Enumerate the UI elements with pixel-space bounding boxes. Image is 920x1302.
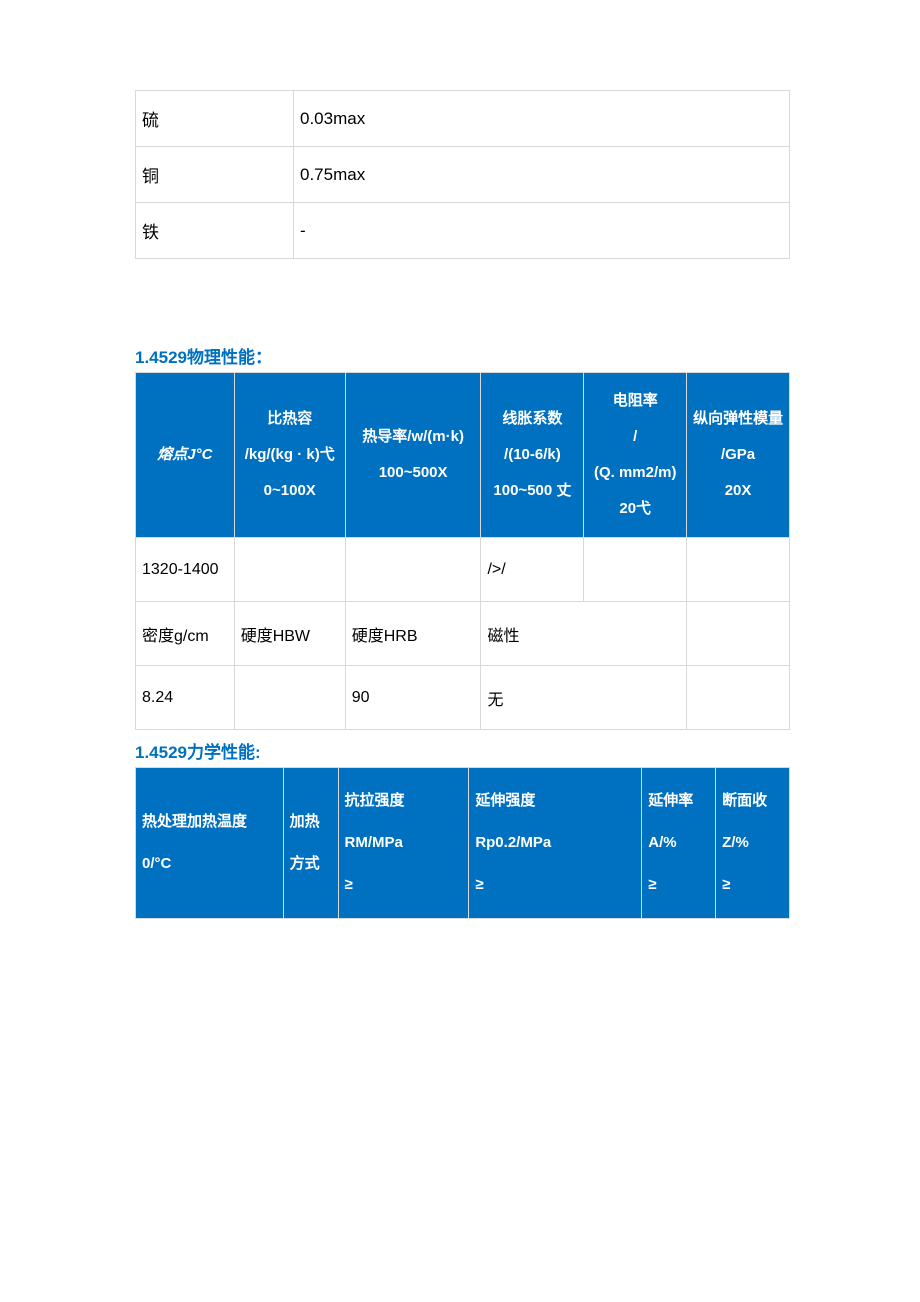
element-value: 0.75max [294,147,790,203]
cell: 硬度HBW [234,602,345,666]
col-yield-strength: 延伸强度 Rp0.2/MPa ≥ [469,768,642,919]
cell: 密度g/cm [136,602,235,666]
composition-table: 硫 0.03max 铜 0.75max 铁 - [135,90,790,259]
col-specific-heat: 比热容 /kg/(kg · k)弋 0~100X [234,373,345,538]
cell: 硬度HRB [345,602,481,666]
cell: />/ [481,538,584,602]
col-linear-expansion: 线胀系数 /(10-6/k) 100~500 丈 [481,373,584,538]
element-value: 0.03max [294,91,790,147]
table-row: 铜 0.75max [136,147,790,203]
cell [234,666,345,730]
col-area-reduction: 断面收 Z/% ≥ [716,768,790,919]
element-value: - [294,203,790,259]
col-tensile-strength: 抗拉强度 RM/MPa ≥ [338,768,469,919]
physical-table: 熔点J°C 比热容 /kg/(kg · k)弋 0~100X 热导率/w/(m·… [135,372,790,730]
col-heat-method: 加热 方式 [283,768,338,919]
cell: 90 [345,666,481,730]
cell [687,602,790,666]
col-elongation: 延伸率 A/% ≥ [642,768,716,919]
cell [687,666,790,730]
cell: 磁性 [481,602,687,666]
cell [687,538,790,602]
mechanical-table: 热处理加热温度 0/°C 加热 方式 抗拉强度 RM/MPa ≥ 延伸强度 Rp… [135,767,790,919]
cell: 8.24 [136,666,235,730]
cell [584,538,687,602]
mechanical-heading: 1.4529力学性能: [135,738,790,763]
mechanical-header-row: 热处理加热温度 0/°C 加热 方式 抗拉强度 RM/MPa ≥ 延伸强度 Rp… [136,768,790,919]
col-resistivity: 电阻率 / (Q. mm2/m) 20弋 [584,373,687,538]
col-thermal-conductivity: 热导率/w/(m·k) 100~500X [345,373,481,538]
element-name: 铁 [136,203,294,259]
physical-header-row: 熔点J°C 比热容 /kg/(kg · k)弋 0~100X 热导率/w/(m·… [136,373,790,538]
table-row: 铁 - [136,203,790,259]
table-row: 硫 0.03max [136,91,790,147]
cell: 无 [481,666,687,730]
table-row: 密度g/cm 硬度HBW 硬度HRB 磁性 [136,602,790,666]
col-elastic-modulus: 纵向弹性模量 /GPa 20X [687,373,790,538]
col-heat-temp: 热处理加热温度 0/°C [136,768,284,919]
col-melting-point: 熔点J°C [136,373,235,538]
cell [345,538,481,602]
table-row: 1320-1400 />/ [136,538,790,602]
element-name: 硫 [136,91,294,147]
cell: 1320-1400 [136,538,235,602]
physical-heading: 1.4529物理性能： [135,343,790,368]
element-name: 铜 [136,147,294,203]
table-row: 8.24 90 无 [136,666,790,730]
cell [234,538,345,602]
